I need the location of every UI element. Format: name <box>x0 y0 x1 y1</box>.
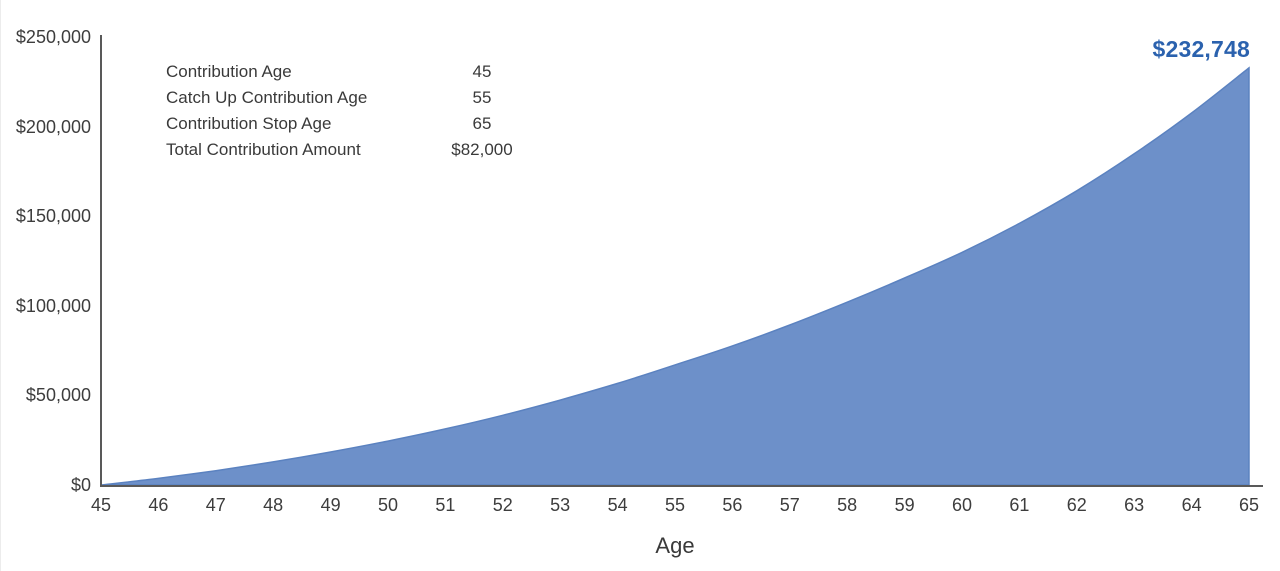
x-axis-tick-label: 45 <box>90 495 112 515</box>
summary-label: Contribution Age <box>166 62 292 81</box>
y-axis-tick-label: $50,000 <box>25 385 91 406</box>
summary-label: Catch Up Contribution Age <box>166 88 368 107</box>
x-axis-tick-label: 59 <box>894 495 915 515</box>
y-axis-tick-label: $0 <box>70 475 91 495</box>
x-axis-tick-label: 65 <box>1238 495 1260 515</box>
x-axis-tick-label: 55 <box>664 495 686 515</box>
summary-value: 45 <box>472 62 492 81</box>
summary-value: 65 <box>472 114 492 133</box>
area-series <box>100 66 1250 486</box>
summary-label: Contribution Stop Age <box>166 114 332 133</box>
x-axis-tick-label: 47 <box>205 495 226 515</box>
summary-row-total-contribution: Total Contribution Amount $82,000 <box>166 137 530 163</box>
x-axis-tick-label: 53 <box>550 495 571 515</box>
x-axis-tick-label: 62 <box>1066 495 1087 515</box>
x-axis-tick-label: 48 <box>263 495 284 515</box>
x-axis-tick-label: 63 <box>1124 495 1145 515</box>
summary-row-catch-up-age: Catch Up Contribution Age 55 <box>166 85 530 111</box>
summary-row-contribution-age: Contribution Age 45 <box>166 59 530 85</box>
contribution-summary: Contribution Age 45 Catch Up Contributio… <box>166 59 530 163</box>
summary-label: Total Contribution Amount <box>166 140 361 159</box>
y-axis-tick-label: $250,000 <box>15 27 91 47</box>
x-axis-tick-label: 58 <box>837 495 858 515</box>
x-axis-tick-label: 51 <box>435 495 456 515</box>
x-axis-tick-label: 49 <box>320 495 341 515</box>
x-axis-tick-label: 54 <box>607 495 628 515</box>
y-axis-tick-label: $150,000 <box>15 206 91 227</box>
y-axis-tick-label: $200,000 <box>15 116 91 137</box>
summary-value: $82,000 <box>451 140 513 159</box>
x-axis-tick-label: 52 <box>492 495 513 515</box>
x-axis-title: Age <box>655 533 695 558</box>
x-axis-tick-label: 60 <box>951 495 973 515</box>
x-axis-tick-label: 57 <box>779 495 800 515</box>
x-axis-tick-label: 56 <box>722 495 743 515</box>
summary-value: 55 <box>472 88 492 107</box>
end-value-label: $232,748 <box>1152 36 1250 62</box>
y-axis-tick-label: $100,000 <box>15 295 91 316</box>
x-axis-tick-label: 50 <box>377 495 399 515</box>
x-axis-tick-label: 64 <box>1181 495 1202 515</box>
x-axis-tick-label: 61 <box>1009 495 1030 515</box>
x-axis-tick-label: 46 <box>148 495 169 515</box>
summary-row-stop-age: Contribution Stop Age 65 <box>166 111 530 137</box>
